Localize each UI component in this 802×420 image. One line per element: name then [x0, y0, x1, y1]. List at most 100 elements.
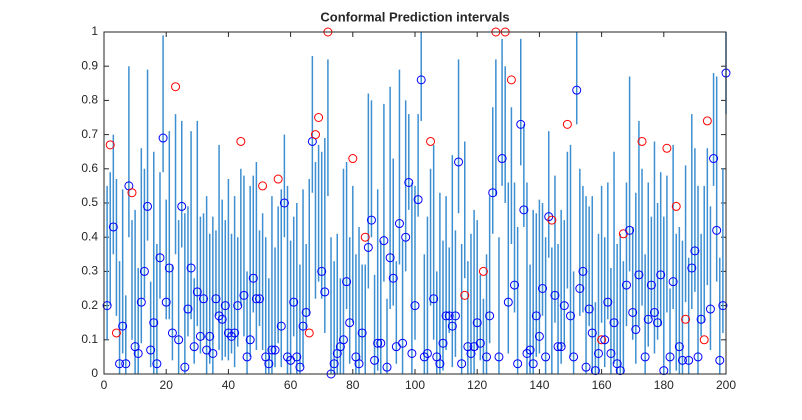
point — [712, 225, 722, 235]
point — [214, 311, 224, 321]
point — [643, 314, 653, 324]
x-tick-label: 200 — [716, 378, 736, 392]
point — [615, 366, 625, 376]
point — [513, 359, 523, 369]
point — [556, 342, 566, 352]
point — [379, 236, 389, 246]
point — [705, 304, 715, 314]
point — [702, 116, 712, 126]
point — [584, 304, 594, 314]
point — [553, 342, 563, 352]
point — [709, 154, 719, 164]
point — [419, 352, 429, 362]
point — [649, 307, 659, 317]
point — [388, 273, 398, 283]
point — [401, 232, 411, 242]
x-tick-label: 20 — [160, 378, 174, 392]
point — [366, 215, 376, 225]
point — [192, 287, 202, 297]
point — [195, 331, 205, 341]
point — [376, 338, 386, 348]
point — [410, 301, 420, 311]
point — [544, 212, 554, 222]
y-tick-label: 0.7 — [81, 127, 98, 141]
point — [174, 335, 184, 345]
point — [640, 352, 650, 362]
point — [696, 314, 706, 324]
point — [609, 318, 619, 328]
point — [161, 297, 171, 307]
point — [348, 154, 358, 164]
point — [363, 242, 373, 252]
point — [270, 345, 280, 355]
point — [227, 331, 237, 341]
point — [407, 348, 417, 358]
point — [105, 140, 115, 150]
point — [199, 294, 209, 304]
point — [301, 307, 311, 317]
y-tick-label: 0.6 — [81, 161, 98, 175]
point — [606, 348, 616, 358]
point — [143, 201, 153, 211]
point — [370, 355, 380, 365]
point — [208, 348, 218, 358]
point — [139, 266, 149, 276]
point — [534, 331, 544, 341]
point — [211, 294, 221, 304]
point — [497, 154, 507, 164]
point — [413, 195, 423, 205]
point — [450, 311, 460, 321]
point — [426, 136, 436, 146]
point — [354, 359, 364, 369]
point — [345, 318, 355, 328]
point — [653, 318, 663, 328]
point — [665, 352, 675, 362]
point — [718, 301, 728, 311]
point — [329, 359, 339, 369]
point — [478, 266, 488, 276]
point — [637, 136, 647, 146]
y-tick-label: 0 — [91, 366, 98, 380]
point — [242, 352, 252, 362]
point — [177, 201, 187, 211]
point — [276, 321, 286, 331]
point — [562, 119, 572, 129]
point — [292, 352, 302, 362]
point — [298, 321, 308, 331]
point — [659, 366, 669, 376]
point — [690, 246, 700, 256]
point — [621, 280, 631, 290]
point — [435, 359, 445, 369]
point — [230, 328, 240, 338]
y-tick-label: 0.3 — [81, 264, 98, 278]
point — [600, 335, 610, 345]
point — [155, 253, 165, 263]
point — [164, 263, 174, 273]
point — [550, 290, 560, 300]
point — [628, 307, 638, 317]
point — [559, 301, 569, 311]
point — [460, 290, 470, 300]
point — [267, 345, 277, 355]
x-tick-label: 100 — [405, 378, 425, 392]
point — [485, 311, 495, 321]
point — [681, 314, 691, 324]
point — [289, 297, 299, 307]
point — [255, 294, 264, 304]
point — [699, 335, 709, 345]
point — [525, 345, 535, 355]
point — [528, 359, 538, 369]
point — [581, 362, 591, 372]
point — [248, 273, 258, 283]
x-tick-label: 120 — [467, 378, 487, 392]
point — [317, 266, 327, 276]
point — [217, 314, 227, 324]
y-tick-label: 0.2 — [81, 298, 98, 312]
point — [494, 352, 504, 362]
point — [385, 253, 395, 263]
point — [457, 359, 467, 369]
point — [239, 290, 249, 300]
point — [121, 359, 131, 369]
point — [360, 232, 370, 242]
